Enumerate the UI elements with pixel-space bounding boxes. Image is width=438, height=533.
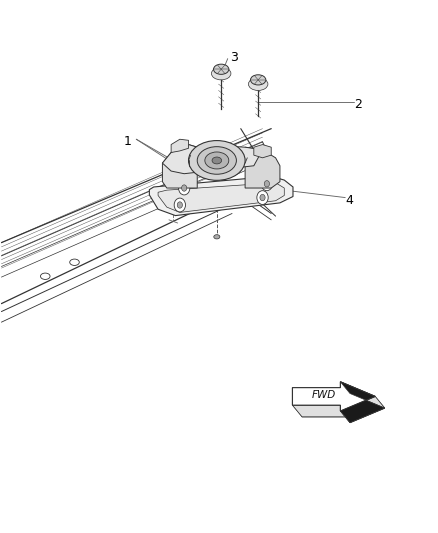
Circle shape xyxy=(182,185,187,191)
Text: FWD: FWD xyxy=(312,390,336,400)
Polygon shape xyxy=(340,382,350,399)
Text: 3: 3 xyxy=(230,51,238,63)
Polygon shape xyxy=(293,405,350,417)
Ellipse shape xyxy=(188,141,245,180)
Ellipse shape xyxy=(212,157,222,164)
Text: 2: 2 xyxy=(354,98,362,111)
Polygon shape xyxy=(171,139,188,152)
Circle shape xyxy=(177,202,183,208)
Circle shape xyxy=(260,195,265,201)
Polygon shape xyxy=(302,393,385,423)
Polygon shape xyxy=(293,382,375,411)
Ellipse shape xyxy=(251,75,266,85)
Circle shape xyxy=(264,181,269,187)
Polygon shape xyxy=(158,183,284,213)
Polygon shape xyxy=(149,176,293,216)
Polygon shape xyxy=(293,387,302,417)
Text: 4: 4 xyxy=(346,193,353,207)
Circle shape xyxy=(179,181,190,195)
Circle shape xyxy=(174,198,185,212)
Polygon shape xyxy=(340,397,385,423)
Ellipse shape xyxy=(40,273,50,279)
Ellipse shape xyxy=(214,235,220,239)
Polygon shape xyxy=(340,382,385,423)
Ellipse shape xyxy=(70,259,79,265)
Polygon shape xyxy=(162,144,197,188)
Polygon shape xyxy=(293,382,375,411)
Circle shape xyxy=(261,177,272,191)
Polygon shape xyxy=(340,405,350,423)
Ellipse shape xyxy=(248,78,268,91)
Ellipse shape xyxy=(255,183,266,193)
Text: 1: 1 xyxy=(124,135,131,148)
Polygon shape xyxy=(162,144,262,174)
Ellipse shape xyxy=(205,152,229,169)
Polygon shape xyxy=(340,382,385,408)
Polygon shape xyxy=(245,147,280,188)
Circle shape xyxy=(257,191,268,205)
Ellipse shape xyxy=(212,67,231,80)
Polygon shape xyxy=(293,387,350,399)
Ellipse shape xyxy=(197,147,237,174)
Polygon shape xyxy=(254,144,271,158)
Ellipse shape xyxy=(213,64,229,74)
